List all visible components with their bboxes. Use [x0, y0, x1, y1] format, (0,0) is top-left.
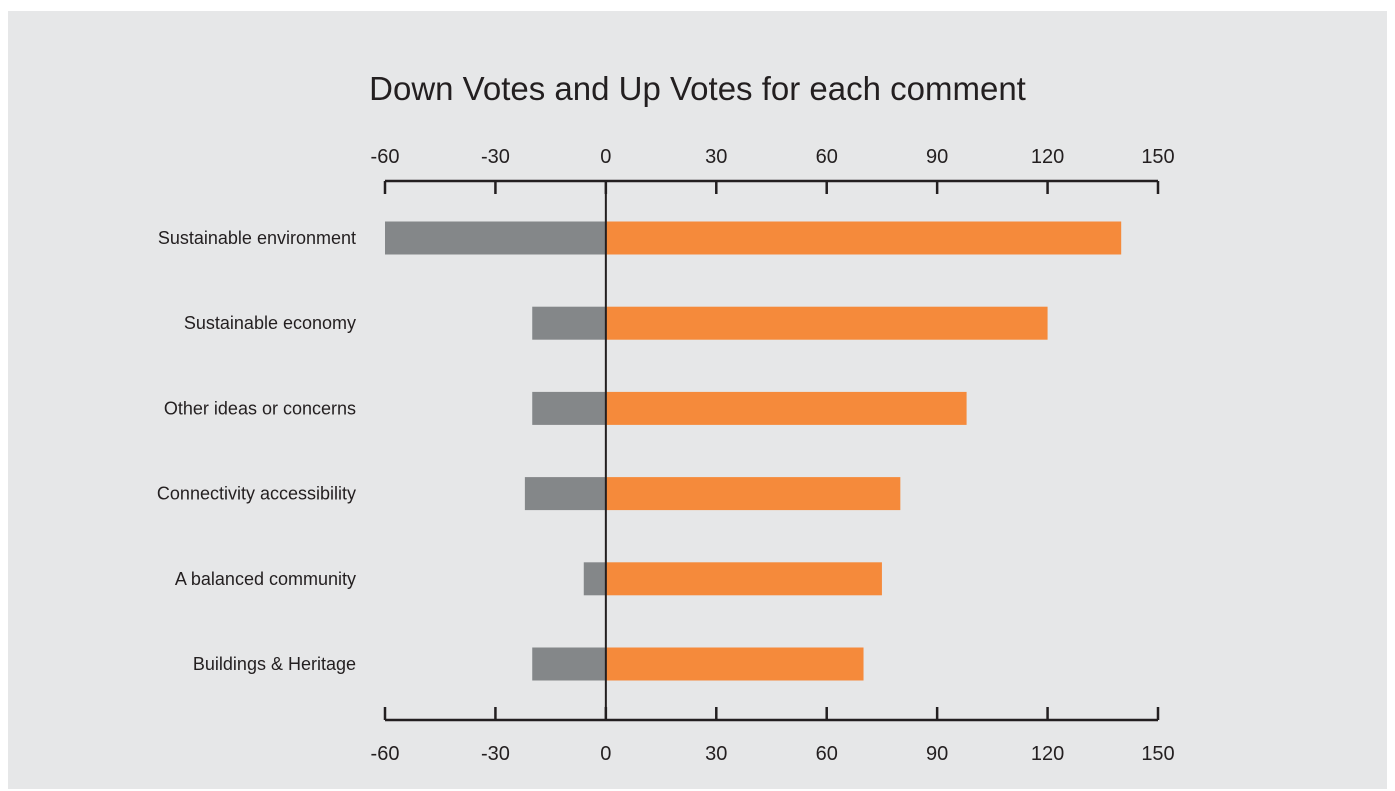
category-label-4: A balanced community [175, 569, 356, 589]
axes-group [383, 179, 1160, 722]
bottom-tick-label-7: 150 [1141, 743, 1174, 765]
down-vote-bar-1 [532, 306, 606, 340]
up-vote-bar-2 [605, 391, 967, 425]
bottom-tick-label-4: 60 [816, 743, 838, 765]
top-tick-label-6: 120 [1031, 146, 1064, 168]
category-label-2: Other ideas or concerns [164, 398, 356, 418]
bottom-tick-label-1: -30 [481, 743, 510, 765]
category-label-1: Sustainable economy [184, 313, 356, 333]
up-vote-bar-3 [605, 477, 901, 511]
up-vote-bar-0 [605, 221, 1122, 255]
down-vote-bar-5 [532, 647, 606, 681]
top-tick-label-1: -30 [481, 146, 510, 168]
bottom-tick-label-3: 30 [705, 743, 727, 765]
bottom-tick-label-0: -60 [371, 743, 400, 765]
bottom-tick-label-2: 0 [600, 743, 611, 765]
chart-title: Down Votes and Up Votes for each comment [369, 70, 1026, 107]
down-vote-bar-2 [532, 391, 606, 425]
top-tick-label-0: -60 [371, 146, 400, 168]
top-tick-label-7: 150 [1141, 146, 1174, 168]
down-vote-bar-0 [385, 221, 606, 255]
top-tick-label-2: 0 [600, 146, 611, 168]
top-tick-label-3: 30 [705, 146, 727, 168]
down-vote-bar-4 [583, 562, 606, 596]
category-label-0: Sustainable environment [158, 228, 356, 248]
up-vote-bar-5 [605, 647, 864, 681]
bars-group [385, 221, 1122, 681]
bottom-tick-label-6: 120 [1031, 743, 1064, 765]
category-label-3: Connectivity accessibility [157, 484, 356, 504]
up-vote-bar-1 [605, 306, 1048, 340]
top-tick-label-4: 60 [816, 146, 838, 168]
down-vote-bar-3 [524, 477, 606, 511]
labels-group: Sustainable environment Sustainable econo… [157, 146, 1175, 765]
top-tick-label-5: 90 [926, 146, 948, 168]
up-vote-bar-4 [605, 562, 882, 596]
category-label-5: Buildings & Heritage [193, 654, 356, 674]
bottom-tick-label-5: 90 [926, 743, 948, 765]
